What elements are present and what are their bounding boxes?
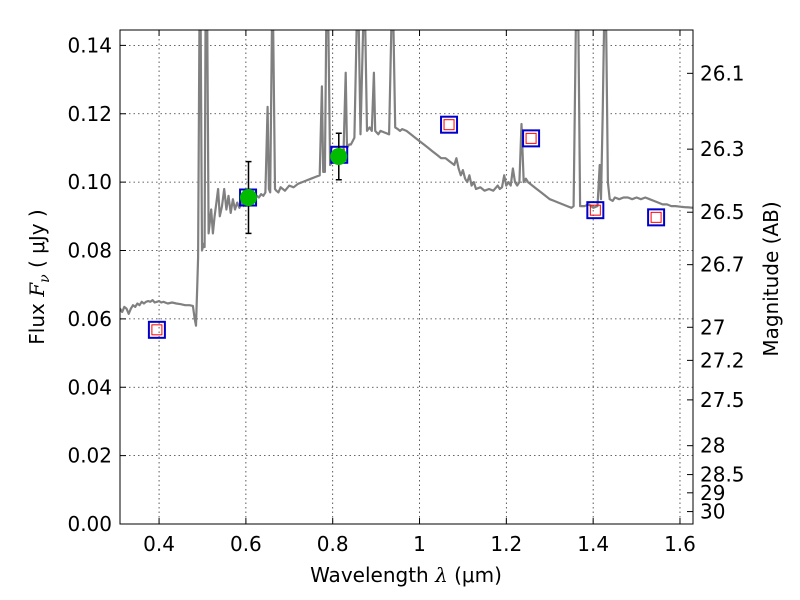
synthetic-point-outer bbox=[440, 115, 459, 134]
x-axis-label: Wavelength λ (μm) bbox=[310, 563, 502, 587]
x-tick-label: 1 bbox=[413, 532, 426, 556]
synthetic-point-inner bbox=[525, 132, 537, 144]
x-tick-label: 1.4 bbox=[577, 532, 609, 556]
synthetic-point-outer bbox=[647, 208, 666, 227]
model-sed-path bbox=[120, 30, 693, 327]
magnitude-tick-label: 26.7 bbox=[700, 253, 745, 277]
magnitude-tick-label: 30 bbox=[700, 500, 725, 524]
x-axis-label-unit: (μm) bbox=[448, 563, 502, 587]
synthetic-point-inner bbox=[151, 324, 163, 336]
y-tick-label: 0.02 bbox=[67, 444, 112, 468]
y-axis-label-symbol: F bbox=[25, 282, 49, 298]
synthetic-point bbox=[147, 320, 166, 339]
x-axis-label-prefix: Wavelength bbox=[310, 563, 435, 587]
plot-frame bbox=[119, 29, 694, 525]
synthetic-point-inner bbox=[650, 211, 662, 223]
magnitude-tick-label: 28.5 bbox=[700, 463, 745, 487]
y-tick-label: 0.10 bbox=[67, 170, 112, 194]
y-tick-label: 0.14 bbox=[67, 33, 112, 57]
x-tick-label: 1.2 bbox=[490, 532, 522, 556]
magnitude-tick-label: 26.5 bbox=[700, 200, 745, 224]
synthetic-point bbox=[440, 115, 459, 134]
x-tick-label: 0.6 bbox=[230, 532, 262, 556]
y-axis-label-unit: ( μJy ) bbox=[25, 209, 49, 274]
observed-point bbox=[239, 189, 257, 207]
magnitude-axis-label: Magnitude (AB) bbox=[759, 201, 783, 356]
y-tick-label: 0.06 bbox=[67, 307, 112, 331]
y-tick-label: 0.08 bbox=[67, 239, 112, 263]
synthetic-point bbox=[647, 208, 666, 227]
synthetic-point bbox=[522, 129, 541, 148]
synthetic-point-outer bbox=[586, 201, 605, 220]
magnitude-tick-label: 29 bbox=[700, 481, 725, 505]
magnitude-tick-label: 28 bbox=[700, 434, 725, 458]
y-axis-label-prefix: Flux bbox=[25, 297, 49, 345]
observed-point bbox=[330, 147, 348, 165]
synthetic-photometry-markers bbox=[147, 115, 666, 339]
observed-photometry-points bbox=[239, 132, 348, 235]
synthetic-point-outer bbox=[522, 129, 541, 148]
y-tick-label: 0.00 bbox=[67, 512, 112, 536]
y-axis-ticks: 0.00 0.02 0.04 0.06 0.08 0.10 0.12 0.14 bbox=[67, 33, 126, 536]
synthetic-point-inner bbox=[589, 204, 601, 216]
x-tick-label: 1.6 bbox=[664, 532, 696, 556]
magnitude-tick-label: 27.2 bbox=[700, 348, 745, 372]
y-tick-label: 0.04 bbox=[67, 375, 112, 399]
synthetic-point bbox=[586, 201, 605, 220]
y-tick-label: 0.12 bbox=[67, 102, 112, 126]
y-axis-label: Flux Fν ( μJy ) bbox=[25, 209, 53, 344]
synthetic-point-outer bbox=[147, 320, 166, 339]
magnitude-tick-label: 26.1 bbox=[700, 61, 745, 85]
model-sed-line bbox=[120, 30, 693, 327]
x-tick-label: 0.4 bbox=[143, 532, 175, 556]
x-axis-label-symbol: λ bbox=[434, 563, 448, 587]
magnitude-tick-label: 27 bbox=[700, 315, 725, 339]
synthetic-point-inner bbox=[443, 119, 455, 131]
magnitude-tick-label: 26.3 bbox=[700, 137, 745, 161]
x-axis-ticks: 0.4 0.6 0.8 1 1.2 1.4 1.6 bbox=[143, 30, 696, 556]
y-axis-label-subscript: ν bbox=[37, 274, 53, 283]
magnitude-tick-label: 27.5 bbox=[700, 388, 745, 412]
x-tick-label: 0.8 bbox=[317, 532, 349, 556]
